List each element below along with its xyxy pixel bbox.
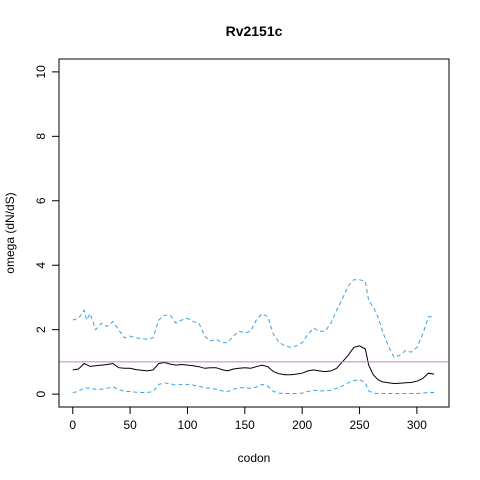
series-line-0 xyxy=(72,345,435,385)
y-tick-label: 4 xyxy=(34,262,48,269)
x-tick-label: 50 xyxy=(123,418,137,432)
series-line-2 xyxy=(72,379,435,394)
x-tick-label: 100 xyxy=(177,418,197,432)
x-tick-label: 200 xyxy=(292,418,312,432)
y-axis-label: omega (dN/dS) xyxy=(3,192,17,273)
series-line-1 xyxy=(72,279,435,358)
x-axis-label: codon xyxy=(238,451,271,465)
plot-frame xyxy=(58,58,450,408)
x-axis: 0 50 100 150 200 250 300 xyxy=(69,406,427,432)
y-tick-label: 10 xyxy=(34,65,48,79)
y-tick-label: 6 xyxy=(34,197,48,204)
y-tick-label: 2 xyxy=(34,326,48,333)
series-layer xyxy=(72,279,435,394)
x-tick-label: 150 xyxy=(235,418,255,432)
y-tick-label: 0 xyxy=(34,390,48,397)
y-axis: 0 2 4 6 8 10 xyxy=(34,65,60,397)
chart-title: Rv2151c xyxy=(226,23,283,39)
x-tick-label: 0 xyxy=(69,418,76,432)
y-tick-label: 8 xyxy=(34,133,48,140)
x-tick-label: 250 xyxy=(350,418,370,432)
x-tick-label: 300 xyxy=(407,418,427,432)
